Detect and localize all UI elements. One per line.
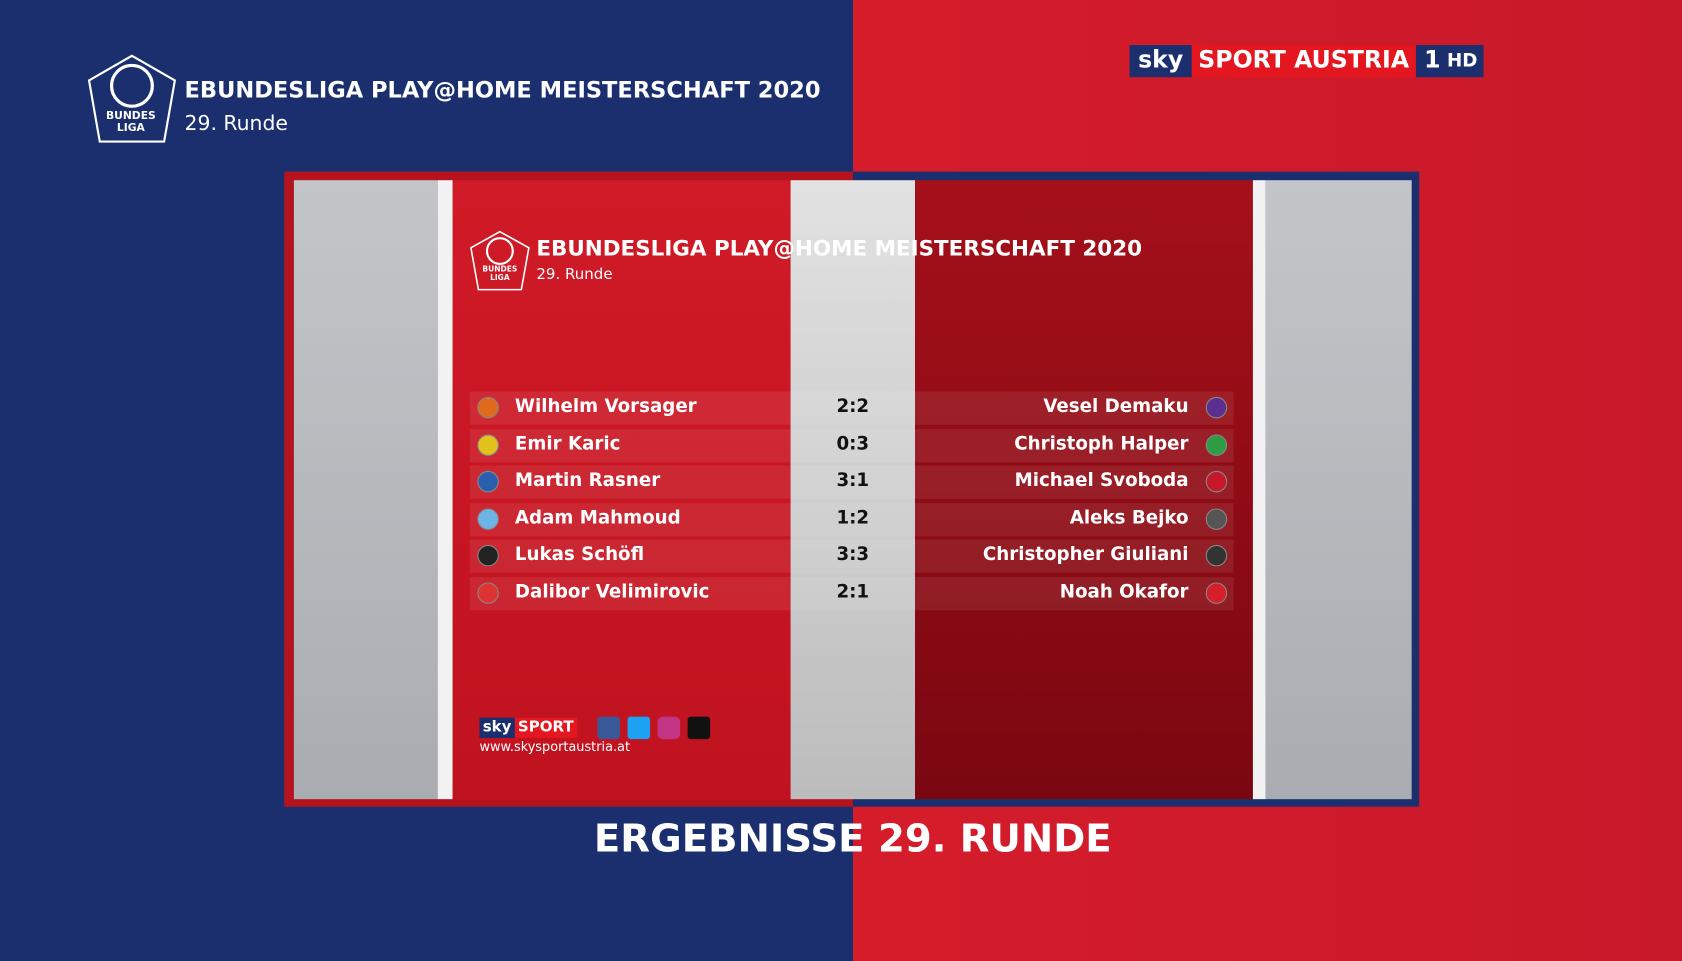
home-team-icon: [477, 507, 499, 530]
footer-logo: sky SPORT: [479, 717, 577, 739]
social-icons: [597, 716, 711, 740]
twitter-icon[interactable]: [627, 716, 651, 740]
row-background: [469, 428, 1234, 462]
match-row: Adam Mahmoud 1:2 Aleks Bejko: [469, 502, 1234, 536]
match-row: Dalibor Velimirovic 2:1 Noah Okafor: [469, 576, 1234, 610]
score: 2:2: [836, 395, 870, 418]
instagram-icon[interactable]: [657, 716, 681, 740]
home-player: Dalibor Velimirovic: [514, 580, 710, 603]
side-strip: [437, 180, 453, 800]
away-team-icon: [1205, 544, 1228, 567]
home-player: Adam Mahmoud: [514, 506, 681, 529]
score: 2:1: [836, 580, 870, 603]
home-team-icon: [477, 581, 499, 604]
away-player: Noah Okafor: [1059, 580, 1189, 603]
away-player: Christopher Giuliani: [982, 543, 1189, 566]
footer-sky: sky: [479, 717, 515, 739]
away-team-icon: [1205, 433, 1228, 456]
header-subtitle: 29. Runde: [184, 111, 288, 136]
header-title: EBUNDESLIGA PLAY@HOME MEISTERSCHAFT 2020: [184, 77, 821, 103]
away-team-icon: [1205, 396, 1228, 419]
league-logo-text: BUNDES LIGA: [105, 110, 156, 135]
away-player: Michael Svoboda: [1014, 469, 1189, 492]
match-row: Lukas Schöfl 3:3 Christopher Giuliani: [469, 539, 1234, 573]
channel-hd: HD: [1444, 45, 1484, 78]
home-team-icon: [477, 470, 499, 493]
league-logo: [87, 54, 177, 143]
panel-light: [790, 180, 916, 800]
home-team-icon: [477, 544, 499, 567]
score: 1:2: [836, 506, 870, 529]
row-background: [469, 465, 1234, 499]
footer-url: www.skysportaustria.at: [479, 739, 630, 755]
channel-sky: sky: [1129, 45, 1192, 78]
channel-name: SPORT AUSTRIA: [1191, 45, 1416, 78]
match-row: Wilhelm Vorsager 2:2 Vesel Demaku: [469, 391, 1234, 425]
home-team-icon: [477, 433, 499, 456]
side-panel: [1265, 180, 1412, 800]
side-panel: [293, 180, 438, 800]
row-background: [469, 539, 1234, 573]
row-background: [469, 502, 1234, 536]
away-player: Vesel Demaku: [1043, 395, 1189, 418]
match-row: Emir Karic 0:3 Christoph Halper: [469, 428, 1234, 462]
home-player: Emir Karic: [514, 432, 621, 455]
side-strip: [1252, 180, 1266, 800]
score: 3:1: [836, 469, 870, 492]
panel-logo: [470, 230, 530, 291]
away-player: Aleks Bejko: [1069, 506, 1189, 529]
home-player: Martin Rasner: [514, 469, 661, 492]
score: 3:3: [836, 543, 870, 566]
caption: ERGEBNISSE 29. RUNDE: [593, 817, 1112, 862]
row-background: [469, 391, 1234, 425]
away-player: Christoph Halper: [1014, 432, 1189, 455]
home-player: Wilhelm Vorsager: [514, 395, 697, 418]
tiktok-icon[interactable]: [687, 716, 711, 740]
panel-logo-text: BUNDES LIGA: [482, 264, 518, 283]
away-team-icon: [1205, 581, 1228, 604]
panel-subtitle: 29. Runde: [536, 266, 613, 284]
home-player: Lukas Schöfl: [514, 543, 645, 566]
away-team-icon: [1205, 507, 1228, 530]
panel-title: EBUNDESLIGA PLAY@HOME MEISTERSCHAFT 2020: [536, 234, 1143, 261]
row-background: [469, 576, 1234, 610]
footer-sport: SPORT: [514, 717, 577, 739]
channel-number: 1: [1415, 45, 1445, 78]
match-row: Martin Rasner 3:1 Michael Svoboda: [469, 465, 1234, 499]
channel-logo: sky SPORT AUSTRIA 1 HD: [1129, 45, 1484, 78]
away-team-icon: [1205, 470, 1228, 493]
score: 0:3: [836, 432, 870, 455]
facebook-icon[interactable]: [597, 716, 621, 740]
panel-dark: [915, 180, 1253, 800]
panel-red: [452, 180, 791, 800]
home-team-icon: [477, 396, 499, 419]
